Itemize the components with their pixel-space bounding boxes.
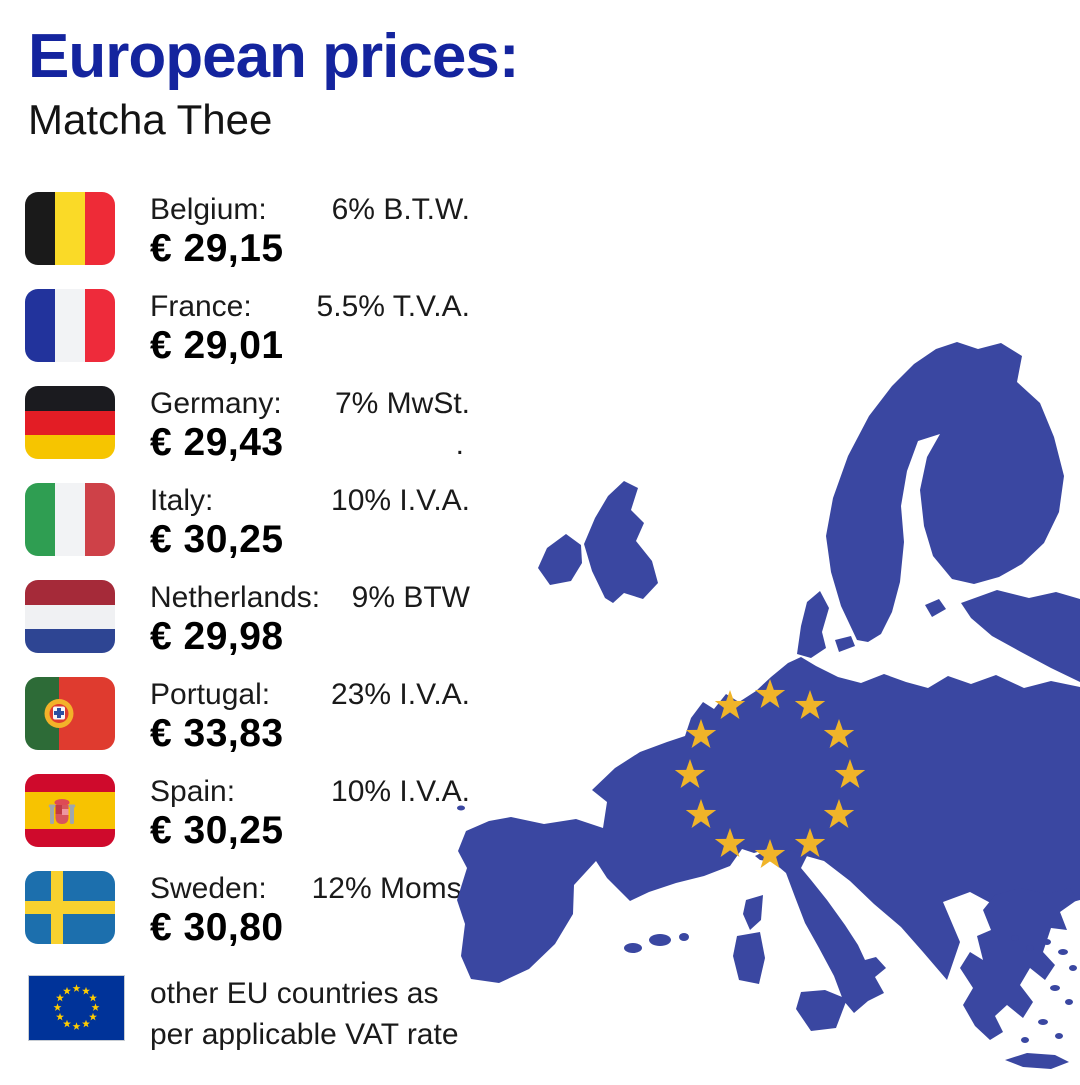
portugal-flag-icon — [25, 677, 115, 750]
country-row-spain: Spain: 10% I.V.A. € 30,25 — [25, 774, 485, 852]
country-label: Portugal: — [150, 678, 271, 711]
netherlands-flag-icon — [25, 580, 115, 653]
country-label: Sweden: — [150, 872, 267, 905]
other-eu-countries-row: other EU countries as per applicable VAT… — [28, 975, 485, 1055]
vat-rate: 5.5% T.V.A. — [316, 290, 470, 323]
sweden-flag-icon — [25, 871, 115, 944]
europe-map — [455, 340, 1080, 1080]
vat-rate: 6% B.T.W. — [331, 193, 470, 226]
spain-flag-icon — [25, 774, 115, 847]
vat-rate: 9% BTW — [351, 581, 470, 614]
country-label: Italy: — [150, 484, 214, 517]
header: European prices: Matcha Thee — [28, 22, 519, 146]
vat-rate: 10% I.V.A. — [331, 484, 470, 517]
eu-note-line1: other EU countries as — [150, 977, 439, 1010]
germany-flag-icon — [25, 386, 115, 459]
italy-flag-icon — [25, 483, 115, 556]
price: € 30,25 — [150, 809, 284, 852]
vat-rate: 12% Moms. — [311, 872, 470, 905]
eu-flag-icon — [28, 975, 125, 1041]
vat-rate: 10% I.V.A. — [331, 775, 470, 808]
price: € 29,43 — [150, 421, 284, 464]
country-row-netherlands: Netherlands: 9% BTW € 29,98 — [25, 580, 485, 658]
eu-note-line2: per applicable VAT rate — [150, 1018, 459, 1051]
country-list: Belgium: 6% B.T.W. € 29,15 France: 5.5% … — [25, 192, 485, 1055]
price: € 30,25 — [150, 518, 284, 561]
price: € 29,98 — [150, 615, 284, 658]
country-row-france: France: 5.5% T.V.A. € 29,01 — [25, 289, 485, 367]
page-subtitle: Matcha Thee — [28, 96, 273, 143]
vat-rate-extra: . — [455, 428, 464, 461]
belgium-flag-icon — [25, 192, 115, 265]
europe-landmass — [457, 342, 1080, 1069]
country-label: Netherlands: — [150, 581, 321, 614]
eu-note: other EU countries as per applicable VAT… — [150, 973, 459, 1055]
country-row-germany: Germany: 7% MwSt. € 29,43 . — [25, 386, 485, 464]
page-title: European prices: — [28, 22, 519, 91]
vat-rate: 23% I.V.A. — [331, 678, 470, 711]
country-row-italy: Italy: 10% I.V.A. € 30,25 — [25, 483, 485, 561]
france-flag-icon — [25, 289, 115, 362]
country-row-portugal: Portugal: 23% I.V.A. € 33,83 — [25, 677, 485, 755]
price: € 30,80 — [150, 906, 284, 949]
vat-rate: 7% MwSt. — [334, 387, 470, 420]
price: € 33,83 — [150, 712, 284, 755]
price: € 29,15 — [150, 227, 284, 270]
country-label: Spain: — [150, 775, 236, 808]
price: € 29,01 — [150, 324, 284, 367]
country-label: France: — [150, 290, 252, 323]
country-label: Germany: — [150, 387, 282, 420]
country-label: Belgium: — [150, 193, 267, 226]
country-row-belgium: Belgium: 6% B.T.W. € 29,15 — [25, 192, 485, 270]
country-row-sweden: Sweden: 12% Moms. € 30,80 — [25, 871, 485, 949]
